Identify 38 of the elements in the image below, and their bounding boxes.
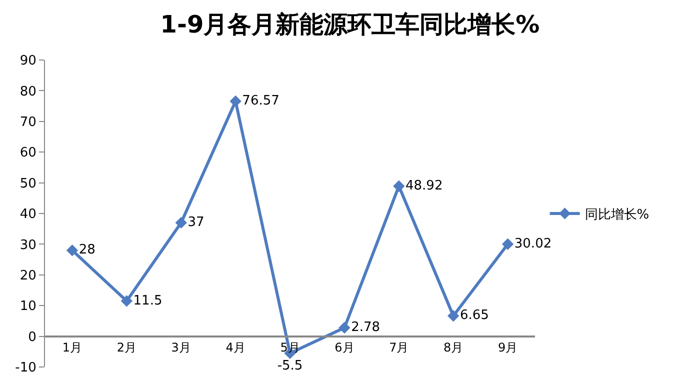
- x-tick-label: 6月: [334, 340, 354, 355]
- y-tick-label: 70: [20, 114, 36, 130]
- x-tick-label: 1月: [62, 340, 82, 355]
- data-label: -5.5: [277, 358, 303, 374]
- data-label: 11.5: [133, 293, 162, 308]
- data-label: 37: [188, 214, 204, 230]
- y-tick-label: 10: [20, 299, 36, 314]
- data-label: 6.65: [460, 308, 489, 324]
- y-tick-label: -10: [15, 360, 36, 376]
- point: [393, 180, 405, 192]
- point: [230, 95, 242, 108]
- x-tick-label: 8月: [444, 340, 464, 355]
- data-label: 2.78: [351, 320, 380, 336]
- point: [502, 238, 514, 250]
- chart-title: 1-9月各月新能源环卫车同比增长%: [160, 10, 540, 38]
- point: [338, 322, 350, 334]
- data-label: 48.92: [406, 178, 443, 194]
- x-tick-label: 7月: [389, 340, 409, 355]
- data-label: 76.57: [242, 93, 280, 108]
- y-tick-label: 40: [20, 207, 36, 222]
- y-tick-label: 0: [28, 330, 36, 345]
- y-tick-label: 80: [20, 84, 36, 100]
- data-label: 28: [78, 242, 96, 258]
- y-tick-label: 30: [20, 238, 36, 253]
- point: [66, 244, 78, 256]
- legend-label: 同比增长%: [584, 208, 650, 223]
- y-tick-label: 90: [20, 54, 36, 69]
- point: [120, 295, 133, 307]
- y-tick-label: 20: [20, 268, 36, 284]
- y-tick-label: 60: [20, 146, 36, 161]
- x-tick-label: 4月: [226, 340, 246, 355]
- y-tick-label: 50: [20, 176, 36, 192]
- x-tick-label: 9月: [498, 340, 518, 355]
- x-tick-label: 3月: [171, 340, 191, 355]
- data-label: 30.02: [514, 236, 552, 252]
- point: [447, 310, 460, 322]
- point: [175, 216, 187, 229]
- x-tick-label: 2月: [116, 340, 136, 355]
